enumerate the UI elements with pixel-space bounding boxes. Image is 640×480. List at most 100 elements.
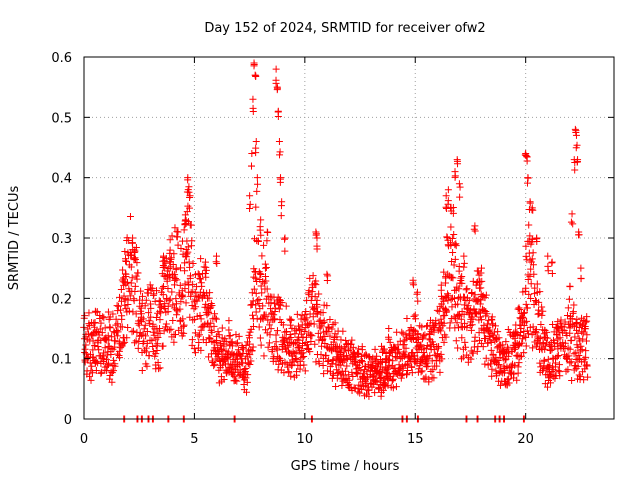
spike-point: [213, 259, 221, 267]
spike-point: [413, 290, 421, 298]
spike-point: [264, 229, 272, 237]
data-point: [525, 221, 533, 229]
data-point: [171, 331, 179, 339]
data-point: [303, 333, 311, 341]
data-point: [376, 374, 384, 382]
data-point: [252, 274, 260, 282]
data-point: [440, 338, 448, 346]
spike-point: [186, 193, 194, 201]
y-tick-label: 0.5: [51, 111, 72, 126]
y-tick-label: 0.3: [51, 232, 72, 247]
spike-point: [533, 235, 541, 243]
data-point: [261, 264, 269, 272]
data-point: [385, 361, 393, 369]
data-point: [134, 269, 142, 277]
data-point: [384, 381, 392, 389]
data-point: [211, 314, 219, 322]
spike-point: [166, 249, 174, 257]
data-point: [244, 371, 252, 379]
data-point: [113, 326, 121, 334]
data-point: [196, 274, 204, 282]
data-point: [408, 363, 416, 371]
data-point: [293, 310, 301, 318]
data-point: [541, 345, 549, 353]
data-point: [242, 374, 250, 382]
data-point: [562, 367, 570, 375]
data-point: [258, 289, 266, 297]
data-point: [180, 226, 188, 234]
data-point: [119, 266, 127, 274]
data-point: [286, 315, 294, 323]
data-point: [454, 344, 462, 352]
spike-point: [131, 254, 139, 262]
data-points: [80, 59, 592, 423]
data-point: [265, 321, 273, 329]
data-point: [170, 338, 178, 346]
data-point: [92, 366, 100, 374]
data-point: [373, 378, 381, 386]
data-point: [104, 308, 112, 316]
data-point: [170, 304, 178, 312]
data-point: [287, 316, 295, 324]
data-point: [164, 284, 172, 292]
spike-point: [253, 187, 261, 195]
data-point: [81, 312, 89, 320]
spike-point: [455, 180, 463, 188]
y-tick-label: 0.1: [51, 353, 72, 368]
data-point: [186, 263, 194, 271]
data-point: [235, 332, 243, 340]
data-point: [424, 355, 432, 363]
data-point: [130, 327, 138, 335]
data-point: [148, 337, 156, 345]
data-point: [264, 343, 272, 351]
data-point: [338, 381, 346, 389]
data-point: [214, 328, 222, 336]
data-point: [132, 272, 140, 280]
data-point: [455, 267, 463, 275]
data-point: [256, 270, 264, 278]
data-point: [326, 316, 334, 324]
data-point: [196, 312, 204, 320]
data-point: [305, 287, 313, 295]
data-point: [257, 231, 265, 239]
data-point: [242, 341, 250, 349]
data-point: [568, 376, 576, 384]
spike-point: [130, 249, 138, 257]
data-point: [146, 281, 154, 289]
data-point: [216, 339, 224, 347]
data-point: [143, 362, 151, 370]
data-point: [145, 309, 153, 317]
data-point: [173, 311, 181, 319]
data-point: [195, 271, 203, 279]
data-point: [292, 371, 300, 379]
data-point: [569, 308, 577, 316]
data-point: [561, 318, 569, 326]
spike-point: [159, 264, 167, 272]
data-point: [323, 302, 331, 310]
data-point: [437, 350, 445, 358]
data-point: [254, 237, 262, 245]
spike-point: [471, 227, 479, 235]
data-point: [189, 280, 197, 288]
data-point: [114, 302, 122, 310]
data-point: [487, 339, 495, 347]
data-point: [454, 300, 462, 308]
data-point: [577, 342, 585, 350]
data-point: [457, 274, 465, 282]
data-point: [537, 320, 545, 328]
data-point: [248, 311, 256, 319]
data-point: [100, 314, 108, 322]
data-point: [315, 290, 323, 298]
data-point: [399, 330, 407, 338]
data-point: [468, 321, 476, 329]
data-point: [110, 367, 118, 375]
data-point: [94, 359, 102, 367]
data-point: [168, 232, 176, 240]
data-point: [146, 319, 154, 327]
data-point: [308, 288, 316, 296]
data-point: [138, 366, 146, 374]
data-point: [84, 325, 92, 333]
data-point: [354, 388, 362, 396]
data-point: [260, 352, 268, 360]
data-point: [547, 379, 555, 387]
